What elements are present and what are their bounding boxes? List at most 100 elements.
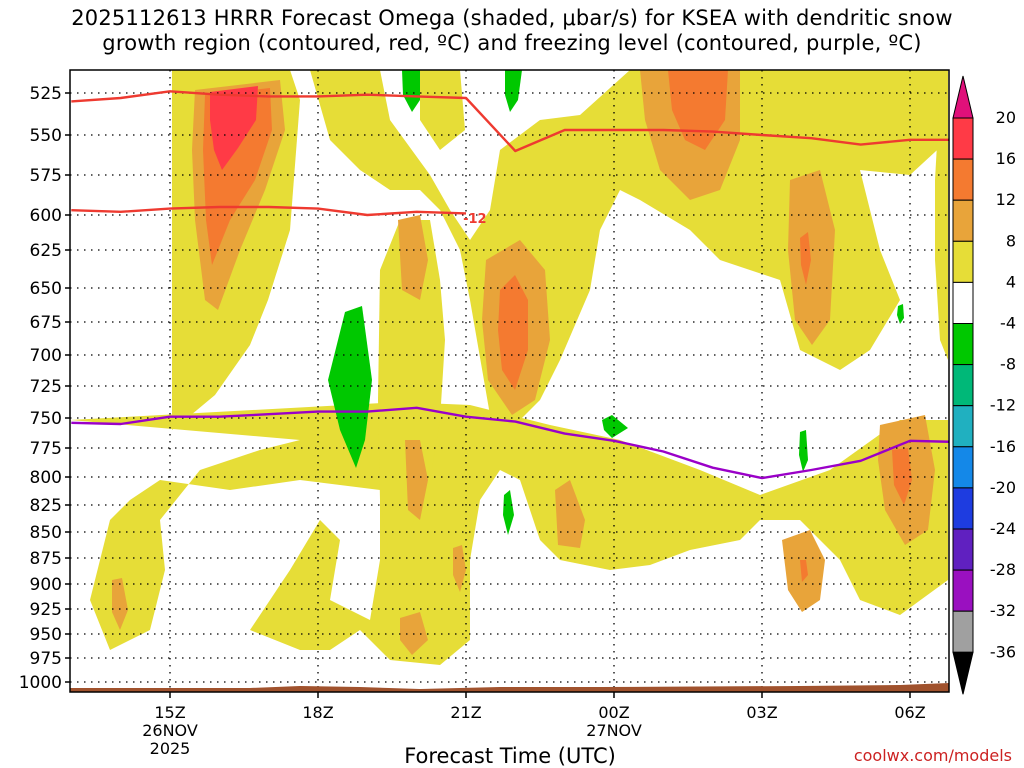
- omega-region-negative: [799, 430, 808, 472]
- omega-region-positive: [70, 402, 948, 665]
- y-tick-label: 950: [30, 625, 62, 645]
- y-tick-label: 575: [30, 166, 62, 186]
- omega-region-very-strong: [210, 86, 258, 170]
- x-axis-label: Forecast Time (UTC): [404, 744, 616, 768]
- y-tick-label: 1000: [19, 673, 62, 693]
- colorbar-label: -24: [990, 519, 1016, 538]
- colorbar-swatch: [952, 610, 974, 653]
- dgz-contour-label: -12: [463, 212, 487, 227]
- colorbar-label: 12: [996, 190, 1016, 209]
- series-line-0: [71, 90, 949, 153]
- y-tick-label: 750: [30, 409, 62, 429]
- terrain: [70, 683, 949, 692]
- contour-labels: -12: [463, 212, 487, 227]
- omega-region-moderate: [788, 170, 835, 345]
- colorbar-swatch: [952, 569, 974, 612]
- plot-frame: [69, 69, 950, 693]
- chart-title: 2025112613 HRRR Forecast Omega (shaded, …: [0, 6, 1024, 56]
- colorbar-top-arrow: [952, 75, 974, 119]
- series-line-2: [71, 406, 949, 480]
- omega-region-negative: [402, 70, 420, 112]
- y-tick-label: 775: [30, 439, 62, 459]
- colorbar: 20 16 12 8 4 -4 -8 -12 -16 -20 -24 -28 -32 -36: [952, 75, 1016, 695]
- omega-region-negative: [602, 415, 628, 438]
- colorbar-swatch: [952, 281, 974, 324]
- colorbar-label: -8: [1000, 355, 1016, 374]
- x-tick-date: 27NOV: [586, 721, 642, 740]
- y-tick-label: 850: [30, 523, 62, 543]
- omega-region-moderate: [398, 215, 428, 300]
- y-tick-label: 875: [30, 549, 62, 569]
- omega-region-moderate: [405, 440, 428, 520]
- y-tick-label: 550: [30, 126, 62, 146]
- y-tick-label: 975: [30, 649, 62, 669]
- gridlines: [70, 70, 949, 692]
- colorbar-swatch: [952, 405, 974, 448]
- colorbar-swatch: [952, 446, 974, 489]
- y-tick-label: 675: [30, 313, 62, 333]
- omega-region-moderate: [112, 578, 128, 630]
- colorbar-label: 20: [996, 108, 1016, 127]
- colorbar-swatch: [952, 364, 974, 407]
- omega-region-strong: [498, 275, 528, 390]
- colorbar-label: -32: [990, 601, 1016, 620]
- y-tick-label: 800: [30, 468, 62, 488]
- omega-region-negative: [503, 490, 514, 535]
- x-tick-label: 18Z: [302, 703, 333, 722]
- omega-region-positive: [935, 85, 948, 360]
- y-tick-label: 525: [30, 84, 62, 104]
- chart-title-line2: growth region (contoured, red, ºC) and f…: [102, 31, 922, 55]
- colorbar-label: 16: [996, 149, 1016, 168]
- terrain-band: [70, 683, 949, 692]
- omega-region-strong: [800, 560, 808, 582]
- omega-region-negative: [897, 304, 904, 324]
- x-tick-label: 06Z: [894, 703, 925, 722]
- omega-region-negative: [328, 306, 372, 468]
- omega-region-strong: [800, 232, 811, 285]
- colorbar-label: -28: [990, 560, 1016, 579]
- colorbar-bottom-arrow: [952, 651, 974, 695]
- omega-region-moderate: [453, 545, 466, 592]
- colorbar-label: -4: [1000, 314, 1016, 333]
- x-tick-date: 26NOV: [142, 721, 198, 740]
- colorbar-label: -12: [990, 396, 1016, 415]
- colorbar-swatch: [952, 528, 974, 571]
- omega-region-negative: [505, 70, 522, 112]
- y-tick-label: 700: [30, 346, 62, 366]
- colorbar-swatch: [952, 158, 974, 201]
- omega-region-strong: [892, 448, 912, 505]
- colorbar-swatch: [952, 487, 974, 530]
- chart-title-line1: 2025112613 HRRR Forecast Omega (shaded, …: [71, 6, 953, 30]
- watermark: coolwx.com/models: [853, 746, 1012, 765]
- colorbar-label: -36: [990, 642, 1016, 661]
- y-tick-label: 650: [30, 279, 62, 299]
- x-tick-label: 03Z: [746, 703, 777, 722]
- colorbar-label: -20: [990, 478, 1016, 497]
- x-tick-year: 2025: [150, 739, 191, 758]
- colorbar-label: 4: [1006, 272, 1016, 291]
- colorbar-swatch: [952, 117, 974, 160]
- contour-lines: [71, 90, 949, 480]
- y-tick-label: 625: [30, 241, 62, 261]
- colorbar-swatch: [952, 199, 974, 242]
- colorbar-label: 8: [1006, 231, 1016, 250]
- x-tick-label: 21Z: [450, 703, 481, 722]
- colorbar-swatch: [952, 240, 974, 283]
- omega-region-positive: [378, 220, 445, 560]
- y-tick-label: 825: [30, 496, 62, 516]
- y-tick-label: 925: [30, 600, 62, 620]
- x-tick-label: 15Z: [154, 703, 185, 722]
- y-tick-label: 725: [30, 377, 62, 397]
- omega-shading: [70, 70, 948, 665]
- y-tick-label: 600: [30, 206, 62, 226]
- y-tick-label: 900: [30, 575, 62, 595]
- series-line-1: [71, 205, 467, 217]
- colorbar-label: -16: [990, 437, 1016, 456]
- x-tick-label: 00Z: [598, 703, 629, 722]
- omega-region-moderate: [555, 480, 585, 548]
- colorbar-swatch: [952, 323, 974, 366]
- y-axis: 525 550 575 600 625 650 675 700 725 750 775 800 825 8…: [19, 84, 70, 693]
- plot-border: [69, 69, 950, 693]
